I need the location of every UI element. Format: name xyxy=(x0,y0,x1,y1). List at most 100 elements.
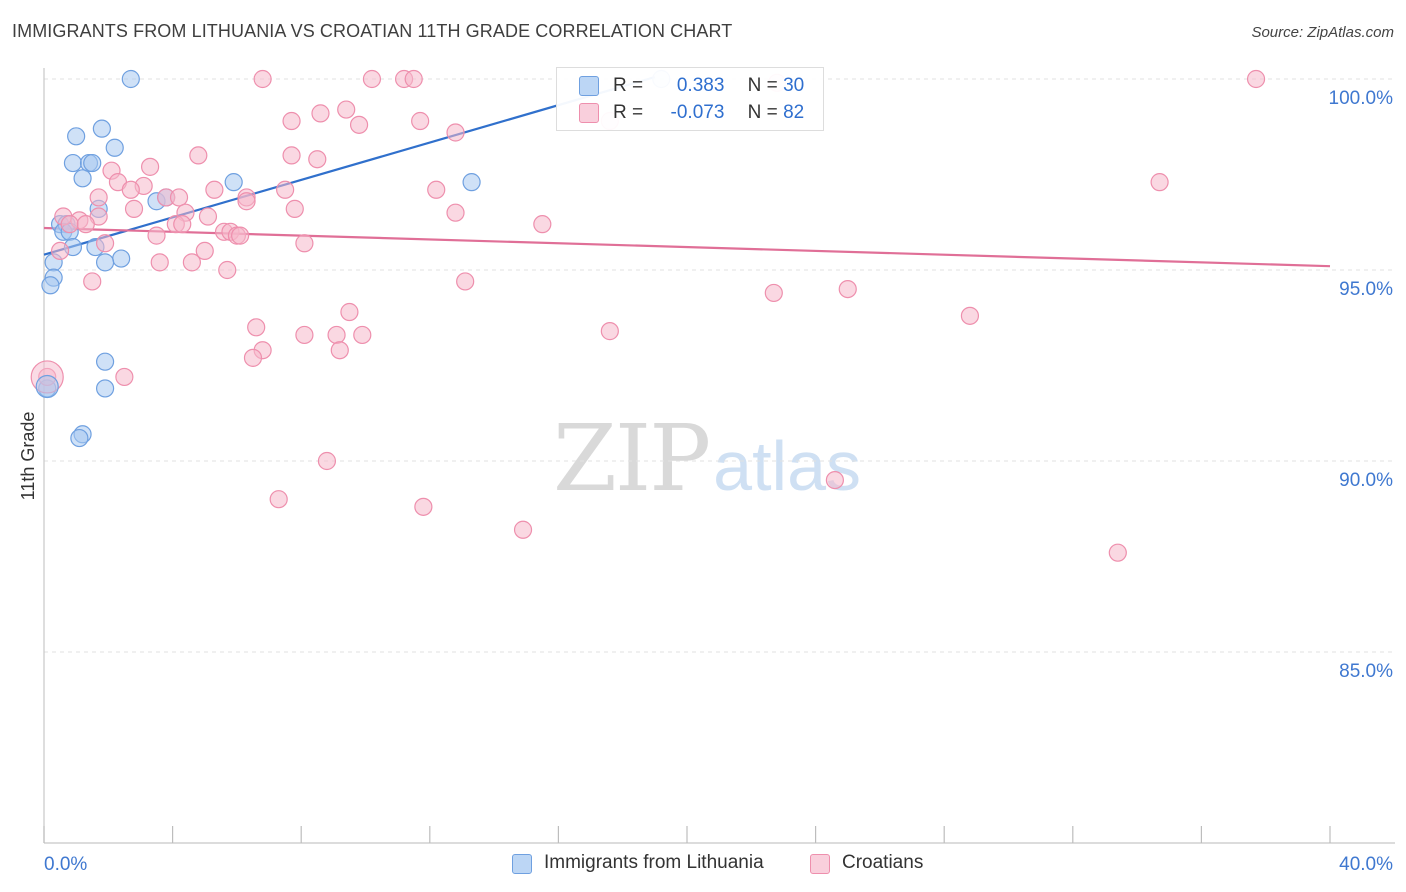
point-croatians xyxy=(76,215,95,234)
point-croatians xyxy=(327,325,346,345)
point-croatians xyxy=(446,123,465,142)
point-croatians xyxy=(411,111,430,131)
bottom-legend-label-lithuania: Immigrants from Lithuania xyxy=(544,852,764,873)
legend-r-label: R = xyxy=(613,102,644,123)
point-croatians xyxy=(198,207,218,226)
point-lithuania xyxy=(462,173,481,192)
point-croatians xyxy=(83,272,102,291)
bottom-legend-swatch-lithuania xyxy=(512,854,532,874)
point-lithuania xyxy=(112,249,131,268)
point-croatians xyxy=(218,260,237,280)
point-croatians xyxy=(269,490,288,509)
point-lithuania xyxy=(121,69,140,89)
gridlines xyxy=(44,78,1395,653)
point-lithuania xyxy=(35,374,59,399)
point-croatians xyxy=(147,226,166,245)
point-lithuania xyxy=(92,119,111,138)
point-croatians xyxy=(150,253,169,272)
point-croatians xyxy=(764,283,783,303)
point-lithuania xyxy=(41,276,60,295)
point-croatians xyxy=(1150,173,1169,192)
point-croatians xyxy=(308,150,327,169)
data-points xyxy=(30,69,1266,562)
legend-r-value-lithuania: 0.383 xyxy=(676,75,725,96)
point-croatians xyxy=(404,69,423,89)
trend-line-croatians xyxy=(43,226,1331,268)
point-croatians xyxy=(349,115,369,134)
point-croatians xyxy=(825,471,844,490)
point-croatians xyxy=(600,322,619,341)
point-croatians xyxy=(340,302,359,322)
legend-swatch-lithuania xyxy=(579,76,599,96)
point-croatians xyxy=(282,111,301,131)
point-croatians xyxy=(960,306,980,325)
y-tick-label: 95.0% xyxy=(1339,279,1393,300)
bottom-legend-swatch-croatians xyxy=(810,854,830,874)
point-lithuania xyxy=(73,169,92,188)
point-lithuania xyxy=(105,138,124,157)
watermark: ZIPatlas xyxy=(553,405,861,512)
legend-n-value-croatians: 82 xyxy=(783,102,805,123)
point-lithuania xyxy=(67,127,86,146)
chart-title: IMMIGRANTS FROM LITHUANIA VS CROATIAN 11… xyxy=(12,21,733,41)
point-croatians xyxy=(182,253,201,272)
watermark-atlas: atlas xyxy=(713,427,862,505)
point-croatians xyxy=(121,180,140,199)
point-croatians xyxy=(247,318,266,337)
point-croatians xyxy=(205,180,224,199)
axes xyxy=(43,68,1395,844)
point-lithuania xyxy=(83,153,102,173)
y-tick-label: 85.0% xyxy=(1339,661,1393,682)
point-lithuania xyxy=(63,153,83,173)
y-tick-label: 90.0% xyxy=(1339,470,1393,491)
point-lithuania xyxy=(95,379,115,398)
point-croatians xyxy=(330,341,349,360)
point-lithuania xyxy=(95,352,115,371)
tick-labels: 85.0% 90.0% 95.0% 100.0% 0.0% 40.0% 11th Grade xyxy=(18,88,1393,875)
point-croatians xyxy=(173,215,192,234)
point-croatians xyxy=(140,157,160,176)
point-lithuania xyxy=(224,173,243,192)
point-croatians xyxy=(89,188,108,207)
x-tick-label-max: 40.0% xyxy=(1339,854,1393,875)
point-croatians xyxy=(295,325,314,345)
legend-n-label: N = xyxy=(747,102,778,123)
watermark-zip: ZIP xyxy=(553,405,711,512)
point-croatians xyxy=(311,104,330,123)
point-croatians xyxy=(317,451,337,471)
point-croatians xyxy=(124,199,144,218)
correlation-legend: R = 0.383 N = 30 R = -0.073 N = 82 xyxy=(556,67,824,131)
point-croatians xyxy=(195,241,214,260)
point-croatians xyxy=(115,367,134,387)
point-croatians xyxy=(169,188,189,207)
point-croatians xyxy=(1246,69,1266,89)
point-croatians xyxy=(533,215,552,234)
source-credit: Source: ZipAtlas.com xyxy=(1251,24,1394,41)
x-tick-label-min: 0.0% xyxy=(44,854,87,875)
point-croatians xyxy=(50,241,70,260)
point-croatians xyxy=(243,348,263,367)
point-croatians xyxy=(1108,543,1127,562)
point-lithuania xyxy=(95,253,115,272)
point-croatians xyxy=(353,325,372,345)
point-croatians xyxy=(60,215,79,234)
point-croatians xyxy=(253,69,272,89)
point-croatians xyxy=(337,100,356,119)
point-croatians xyxy=(282,146,301,165)
bottom-legend-label-croatians: Croatians xyxy=(842,852,924,873)
y-tick-label: 100.0% xyxy=(1329,88,1394,109)
point-croatians xyxy=(231,226,250,245)
trend-line-lithuania xyxy=(43,76,656,256)
point-croatians xyxy=(276,180,295,199)
point-croatians xyxy=(295,234,314,253)
trend-lines xyxy=(43,76,1331,268)
legend-n-label: N = xyxy=(747,75,778,96)
point-croatians xyxy=(838,280,857,299)
y-axis-title: 11th Grade xyxy=(18,412,38,501)
legend-swatch-croatians xyxy=(579,103,599,123)
point-croatians xyxy=(446,203,465,222)
point-croatians xyxy=(456,272,475,291)
point-croatians xyxy=(189,146,208,165)
point-croatians xyxy=(414,497,433,516)
